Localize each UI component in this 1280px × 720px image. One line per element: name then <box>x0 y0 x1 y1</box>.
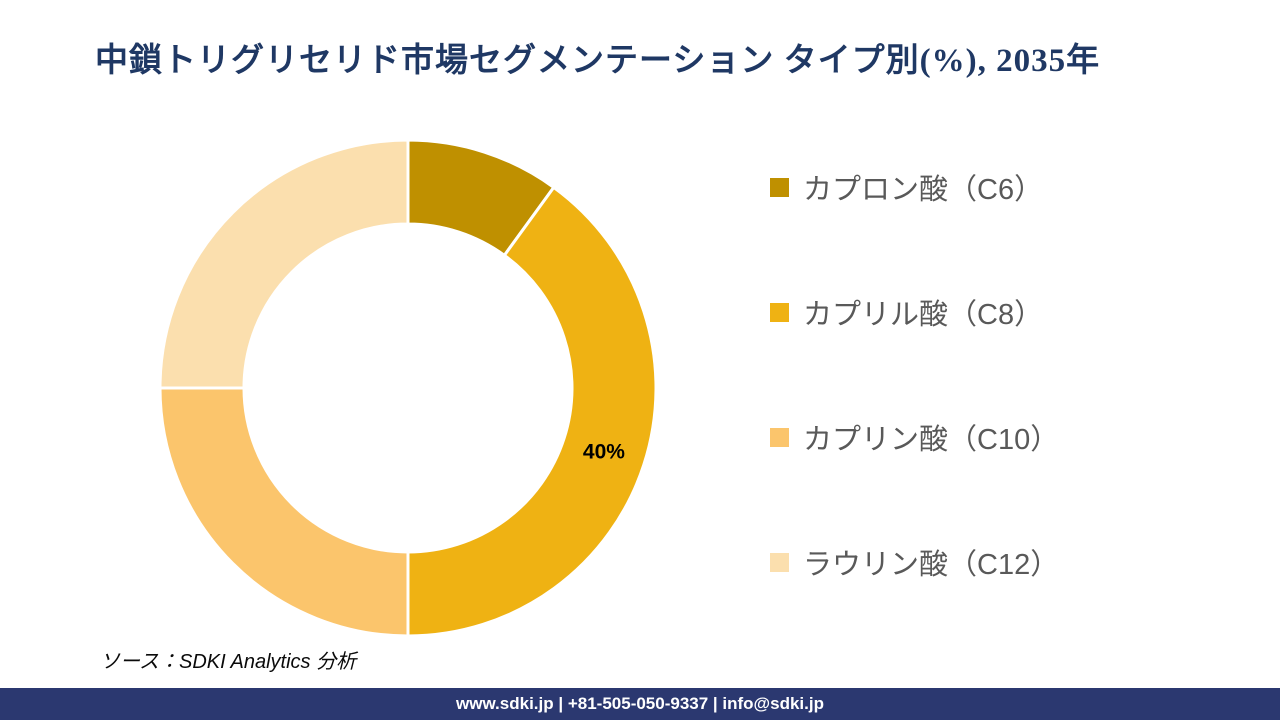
chart-legend: カプロン酸（C6） カプリル酸（C8） カプリン酸（C10） ラウリン酸（C12… <box>770 166 1059 583</box>
legend-item-c8: カプリル酸（C8） <box>770 291 1059 333</box>
legend-item-c10: カプリン酸（C10） <box>770 416 1059 458</box>
legend-label-c10: カプリン酸（C10） <box>803 424 1060 456</box>
chart-title: 中鎖トリグリセリド市場セグメンテーション タイプ別(%), 2035年 <box>95 43 1101 79</box>
source-note: ソース：SDKI Analytics 分析 <box>100 651 357 673</box>
legend-label-c12: ラウリン酸（C12） <box>803 549 1060 581</box>
footer-contact-text: www.sdki.jp | +81-505-050-9337 | info@sd… <box>456 694 824 713</box>
legend-swatch-c12-icon <box>770 552 789 572</box>
donut-slice-2 <box>158 386 410 638</box>
legend-swatch-c10-icon <box>770 427 789 447</box>
donut-slice-3 <box>158 138 410 390</box>
donut-slice-1 <box>406 185 658 638</box>
legend-label-c6: カプロン酸（C6） <box>803 174 1044 206</box>
donut-chart: 40% <box>148 128 668 648</box>
legend-swatch-c6-icon <box>770 177 789 197</box>
legend-label-c8: カプリル酸（C8） <box>803 299 1044 331</box>
donut-chart-svg: 40% <box>158 138 658 638</box>
legend-item-c12: ラウリン酸（C12） <box>770 541 1059 583</box>
legend-item-c6: カプロン酸（C6） <box>770 166 1059 208</box>
slice-data-label: 40% <box>583 441 625 464</box>
footer-bar: www.sdki.jp | +81-505-050-9337 | info@sd… <box>0 688 1280 720</box>
legend-swatch-c8-icon <box>770 302 789 322</box>
